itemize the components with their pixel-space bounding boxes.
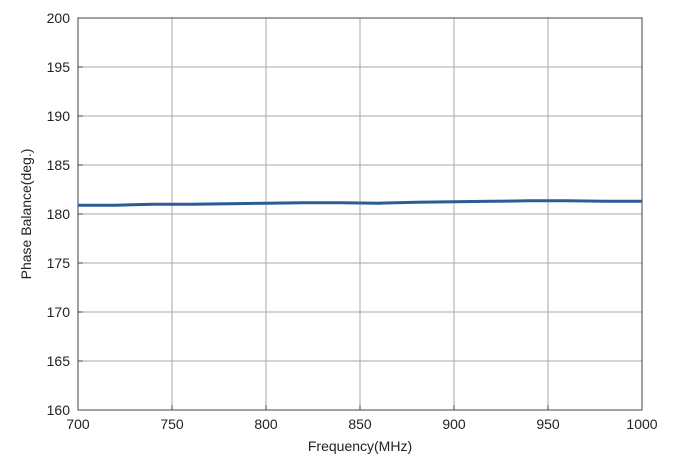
x-tick-label: 900 — [442, 416, 466, 432]
x-tick-label: 750 — [160, 416, 184, 432]
y-tick-label: 200 — [47, 10, 71, 26]
y-tick-label: 190 — [47, 108, 71, 124]
y-tick-label: 170 — [47, 304, 71, 320]
series-layer — [78, 199, 642, 207]
y-tick-label: 165 — [47, 353, 71, 369]
x-tick-label: 1000 — [626, 416, 657, 432]
x-axis-ticks: 700 750 800 850 900 950 1000 — [66, 405, 658, 432]
series-line — [78, 199, 642, 207]
x-tick-label: 800 — [254, 416, 278, 432]
x-tick-label: 950 — [536, 416, 560, 432]
x-tick-label: 850 — [348, 416, 372, 432]
y-axis-ticks: 160 165 170 175 180 185 190 195 200 — [47, 10, 83, 418]
x-axis-title: Frequency(MHz) — [308, 438, 412, 454]
y-tick-label: 180 — [47, 206, 71, 222]
y-axis-title: Phase Balance(deg.) — [18, 149, 34, 280]
grid-lines — [78, 18, 642, 410]
y-tick-label: 160 — [47, 402, 71, 418]
y-tick-label: 185 — [47, 157, 71, 173]
y-tick-label: 175 — [47, 255, 71, 271]
x-tick-label: 700 — [66, 416, 90, 432]
y-tick-label: 195 — [47, 59, 71, 75]
